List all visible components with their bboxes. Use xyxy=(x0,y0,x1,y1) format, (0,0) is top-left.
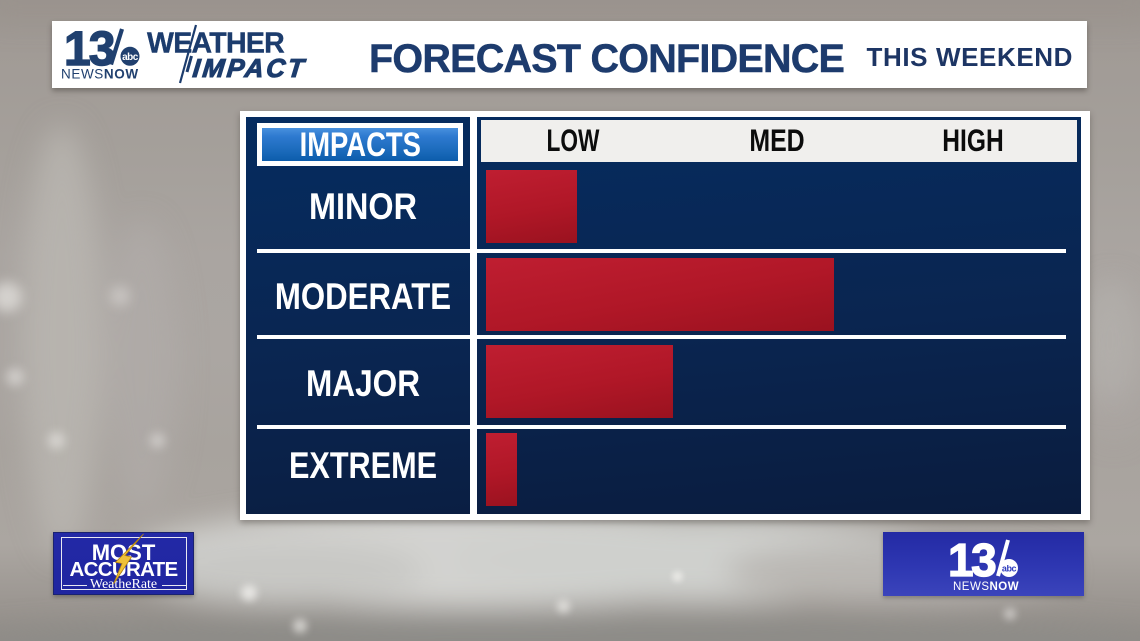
svg-text:13: 13 xyxy=(64,23,114,76)
svg-text:IMPACT: IMPACT xyxy=(191,53,307,83)
svg-text:abc: abc xyxy=(1002,563,1017,573)
svg-text:13: 13 xyxy=(948,537,995,586)
svg-text:NEWSNOW: NEWSNOW xyxy=(953,581,1019,593)
svg-text:NEWSNOW: NEWSNOW xyxy=(61,67,139,82)
svg-text:WEATHER: WEATHER xyxy=(147,28,284,60)
svg-text:abc: abc xyxy=(122,52,139,63)
